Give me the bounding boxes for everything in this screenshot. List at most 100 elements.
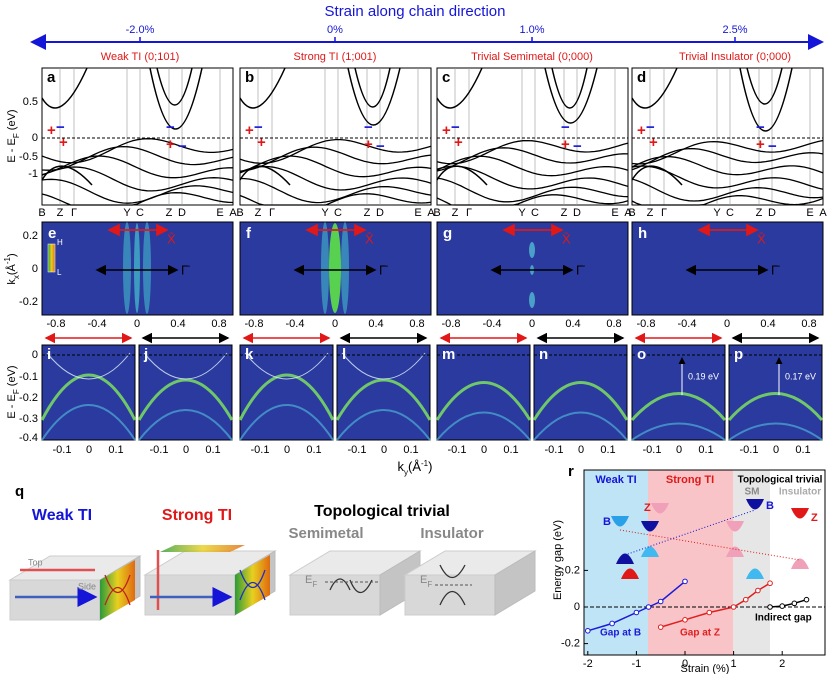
band-sketch bbox=[439, 564, 466, 606]
y-tick-label: -0.2 bbox=[561, 638, 580, 650]
k-label: Z bbox=[561, 207, 568, 219]
spectrum-y-tick: -0.3 bbox=[19, 413, 38, 425]
x-axis-label: Strain (%) bbox=[681, 663, 730, 674]
band bbox=[41, 166, 234, 192]
band bbox=[436, 165, 488, 186]
band bbox=[436, 67, 483, 109]
band-panel bbox=[436, 67, 629, 206]
k-label: Z bbox=[166, 207, 173, 219]
spectrum-x-tick: 0 bbox=[381, 444, 387, 456]
slab bbox=[494, 550, 536, 616]
panel-letter: l bbox=[342, 346, 346, 363]
band-panel bbox=[41, 67, 234, 206]
band bbox=[631, 178, 824, 202]
spectrum-x-tick: 0.1 bbox=[108, 444, 123, 456]
spectrum-x-tick: 0 bbox=[284, 444, 290, 456]
ef-label-part: E bbox=[420, 574, 427, 586]
schematic-title: Strong TI bbox=[162, 507, 232, 524]
sign: + bbox=[454, 134, 463, 151]
gap-label: 0.19 eV bbox=[688, 371, 719, 381]
panel-letter: m bbox=[442, 346, 455, 363]
map-x-tick: -0.4 bbox=[678, 318, 697, 330]
band bbox=[746, 67, 783, 105]
face-label: Top bbox=[28, 557, 43, 567]
band bbox=[41, 192, 234, 206]
map-x-tick: -0.4 bbox=[88, 318, 107, 330]
series-label: Gap at B bbox=[600, 628, 641, 639]
region bbox=[648, 470, 733, 655]
band bbox=[41, 138, 234, 164]
band-y-tick: -1 bbox=[28, 168, 38, 180]
panel-letter: k bbox=[245, 346, 254, 363]
panel-letter: g bbox=[443, 225, 452, 242]
k-label: A bbox=[427, 207, 435, 219]
spectrum-x-tick: 0.1 bbox=[403, 444, 418, 456]
cone bbox=[726, 546, 744, 557]
map-x-tick: -0.4 bbox=[483, 318, 502, 330]
sign: + bbox=[364, 136, 373, 153]
sign: − bbox=[451, 119, 460, 136]
band bbox=[41, 165, 93, 186]
spectrum-x-tick: 0.1 bbox=[600, 444, 615, 456]
spectrum-band bbox=[239, 404, 334, 441]
k-label: Y bbox=[321, 207, 329, 219]
surface-band bbox=[235, 555, 270, 615]
cone bbox=[621, 568, 639, 579]
phase-label: Trivial Semimetal (0;000) bbox=[471, 51, 593, 63]
band-y-label-part: F bbox=[12, 133, 21, 138]
phase-label: Strong TI (1;001) bbox=[294, 51, 377, 63]
gap-point bbox=[657, 624, 664, 630]
band bbox=[436, 139, 629, 165]
gamma-point: Γ̄ bbox=[181, 262, 190, 277]
map-x-tick: 0 bbox=[332, 318, 338, 330]
sign: + bbox=[47, 122, 56, 139]
spectrum-y-tick: -0.2 bbox=[19, 392, 38, 404]
panel-letter: o bbox=[637, 346, 646, 363]
cone bbox=[611, 516, 629, 527]
cone bbox=[791, 558, 809, 569]
strain-tick-label: 1.0% bbox=[519, 24, 544, 36]
sign: − bbox=[646, 119, 655, 136]
gamma-point: Γ̄ bbox=[379, 262, 388, 277]
band bbox=[631, 155, 824, 176]
map-y-tick: 0 bbox=[32, 263, 38, 275]
spectrum-band bbox=[727, 392, 824, 421]
map-y-tick: 0.2 bbox=[23, 230, 38, 242]
spectrum-band bbox=[40, 373, 137, 421]
band bbox=[239, 67, 286, 109]
band bbox=[436, 194, 629, 206]
ef-label-part: F bbox=[427, 580, 432, 589]
slab bbox=[404, 574, 496, 616]
spectrum-x-tick: -0.1 bbox=[643, 444, 662, 456]
sign: − bbox=[254, 119, 263, 136]
gap-point bbox=[585, 627, 591, 634]
band bbox=[41, 178, 234, 204]
point-label: Z bbox=[644, 502, 651, 514]
map-x-tick: -0.8 bbox=[442, 318, 461, 330]
spectrum-x-tick: 0.1 bbox=[795, 444, 810, 456]
region-label: Strong TI bbox=[666, 474, 714, 486]
panel-letter: c bbox=[442, 69, 450, 86]
panel-letter: j bbox=[143, 346, 148, 363]
band-y-label: E - EF (eV) bbox=[6, 109, 21, 162]
band bbox=[239, 165, 291, 186]
band-y-tick: 0 bbox=[32, 132, 38, 144]
k-label: D bbox=[573, 207, 581, 219]
schematic-title: Insulator bbox=[420, 525, 484, 542]
sign: − bbox=[178, 138, 187, 155]
x-point: X̄ bbox=[562, 231, 571, 246]
spectrum-x-tick: 0.1 bbox=[698, 444, 713, 456]
map-x-tick: -0.8 bbox=[47, 318, 66, 330]
map-x-tick: 0.8 bbox=[801, 318, 816, 330]
spectrum-band bbox=[533, 411, 628, 441]
strain-tick-label: 0% bbox=[327, 24, 343, 36]
gap-point bbox=[633, 609, 640, 616]
sign: + bbox=[257, 134, 266, 151]
gamma-point: Γ̄ bbox=[576, 262, 585, 277]
point-label: B bbox=[603, 516, 611, 528]
k-label: B bbox=[236, 207, 243, 219]
sign: − bbox=[573, 138, 582, 155]
surface-state bbox=[341, 352, 426, 380]
region-label: Weak TI bbox=[595, 474, 636, 486]
